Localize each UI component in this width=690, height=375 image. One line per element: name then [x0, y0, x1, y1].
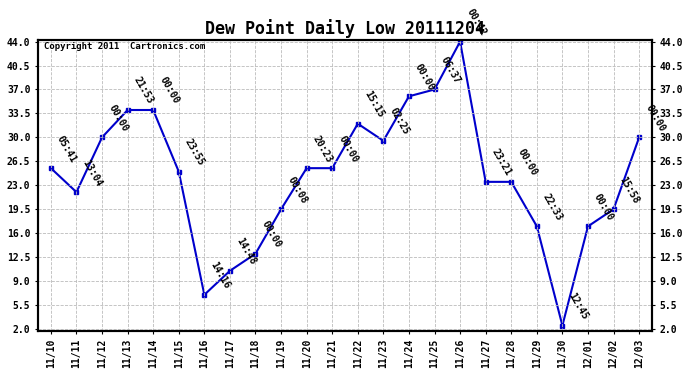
Text: 00:00: 00:00: [592, 192, 615, 222]
Text: 23:21: 23:21: [490, 147, 513, 178]
Text: 05:41: 05:41: [55, 134, 79, 164]
Text: 00:00: 00:00: [515, 147, 539, 178]
Text: 00:08: 00:08: [285, 175, 308, 205]
Text: Copyright 2011  Cartronics.com: Copyright 2011 Cartronics.com: [44, 42, 206, 51]
Text: 00:00: 00:00: [643, 103, 667, 133]
Text: 20:23: 20:23: [310, 134, 334, 164]
Text: 14:16: 14:16: [208, 260, 232, 291]
Text: 00:00: 00:00: [413, 62, 437, 92]
Text: 15:58: 15:58: [618, 175, 641, 205]
Text: 02:25: 02:25: [388, 106, 411, 136]
Text: 00:42: 00:42: [464, 7, 488, 38]
Text: 23:55: 23:55: [183, 137, 206, 167]
Text: 13:04: 13:04: [81, 158, 104, 188]
Text: 00:00: 00:00: [106, 103, 130, 133]
Text: 00:00: 00:00: [157, 75, 181, 106]
Text: 15:15: 15:15: [362, 89, 385, 120]
Text: 21:53: 21:53: [132, 75, 155, 106]
Text: 14:48: 14:48: [234, 236, 257, 267]
Text: 12:45: 12:45: [566, 291, 590, 321]
Text: 06:37: 06:37: [439, 55, 462, 85]
Title: Dew Point Daily Low 20111204: Dew Point Daily Low 20111204: [205, 19, 485, 38]
Text: 22:33: 22:33: [541, 192, 564, 222]
Text: 00:00: 00:00: [259, 219, 283, 249]
Text: 00:00: 00:00: [337, 134, 359, 164]
